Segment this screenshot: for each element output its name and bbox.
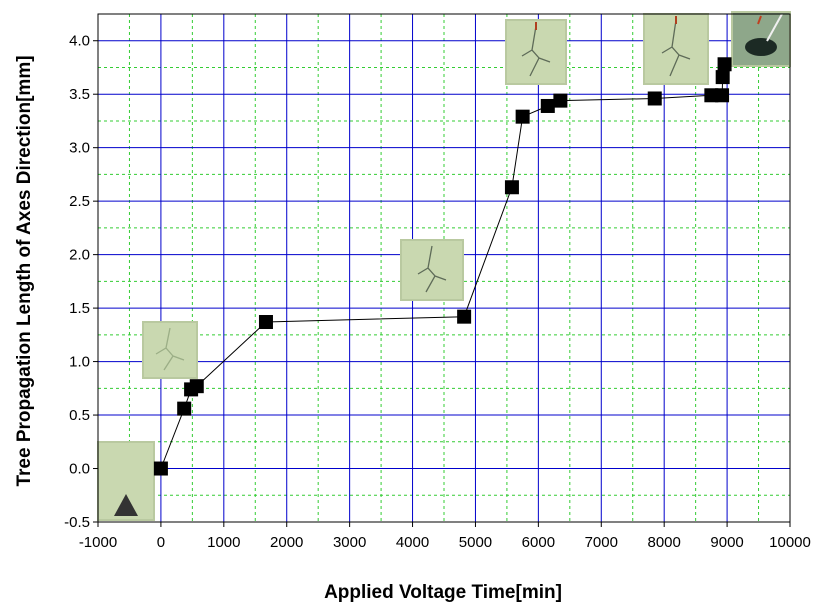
y-tick-label: 0.5 [69, 407, 90, 424]
micrograph-insets [97, 11, 791, 521]
data-point [504, 180, 519, 195]
tree-channel-sketch [521, 25, 551, 77]
x-tick-label: 1000 [207, 534, 240, 551]
data-point [715, 88, 730, 103]
y-tick-labels: -0.5 0.0 0.5 1.0 1.5 2.0 2.5 3.0 3.5 4.0 [64, 33, 90, 531]
data-point [540, 98, 555, 113]
plot-frame [97, 13, 791, 523]
x-axis-title: Applied Voltage Time[min] [324, 582, 562, 603]
data-point [515, 109, 530, 124]
x-tick-label: 0 [157, 534, 165, 551]
data-points [153, 57, 732, 476]
micrograph-inset [643, 13, 709, 85]
x-tick-label: 7000 [585, 534, 618, 551]
inset-image [142, 321, 198, 379]
micrograph-inset [400, 239, 464, 301]
breakdown-spot [745, 38, 777, 56]
y-tick-label: 1.5 [69, 300, 90, 317]
breakdown-channel [766, 13, 783, 42]
tree-channel-sketch [155, 327, 185, 371]
micrograph-inset [731, 11, 791, 67]
data-point [704, 88, 719, 103]
x-tick-label: 9000 [710, 534, 743, 551]
y-tick-label: 2.5 [69, 193, 90, 210]
data-point [647, 91, 662, 106]
tree-tip-mark [757, 15, 762, 25]
y-tick-label: 2.0 [69, 247, 90, 264]
tree-channel-sketch [661, 19, 691, 77]
micrograph-inset [505, 19, 567, 85]
y-axis-title: Tree Propagation Length of Axes Directio… [14, 55, 35, 486]
x-tick-label: 8000 [647, 534, 680, 551]
x-tick-label: -1000 [79, 534, 117, 551]
minor-grid [98, 14, 790, 522]
y-tick-label: 0.0 [69, 461, 90, 478]
x-tick-labels: -1000 0 1000 2000 3000 4000 5000 6000 7000 8000 90… [79, 534, 811, 551]
data-point [177, 401, 192, 416]
data-point [258, 315, 273, 330]
x-tick-label: 6000 [522, 534, 555, 551]
data-point [553, 93, 568, 108]
data-point [457, 309, 472, 324]
inset-image [643, 13, 709, 85]
major-grid [98, 14, 790, 522]
x-tick-label: 10000 [769, 534, 811, 551]
x-tick-label: 3000 [333, 534, 366, 551]
tree-channel-sketch [417, 245, 447, 293]
data-point [189, 379, 204, 394]
y-tick-label: 3.5 [69, 86, 90, 103]
inset-image [505, 19, 567, 85]
y-tick-label: 3.0 [69, 140, 90, 157]
data-point [153, 461, 168, 476]
y-tick-label: 1.0 [69, 354, 90, 371]
y-tick-label: 4.0 [69, 33, 90, 50]
inset-image [400, 239, 464, 301]
axis-ticks [93, 40, 791, 527]
data-point [717, 57, 732, 72]
data-point [715, 70, 730, 85]
y-tick-label: -0.5 [64, 514, 90, 531]
x-tick-label: 5000 [459, 534, 492, 551]
x-tick-label: 2000 [270, 534, 303, 551]
micrograph-inset [97, 441, 155, 521]
x-tick-label: 4000 [396, 534, 429, 551]
micrograph-inset [142, 321, 198, 379]
needle-tip-shape [114, 494, 138, 516]
